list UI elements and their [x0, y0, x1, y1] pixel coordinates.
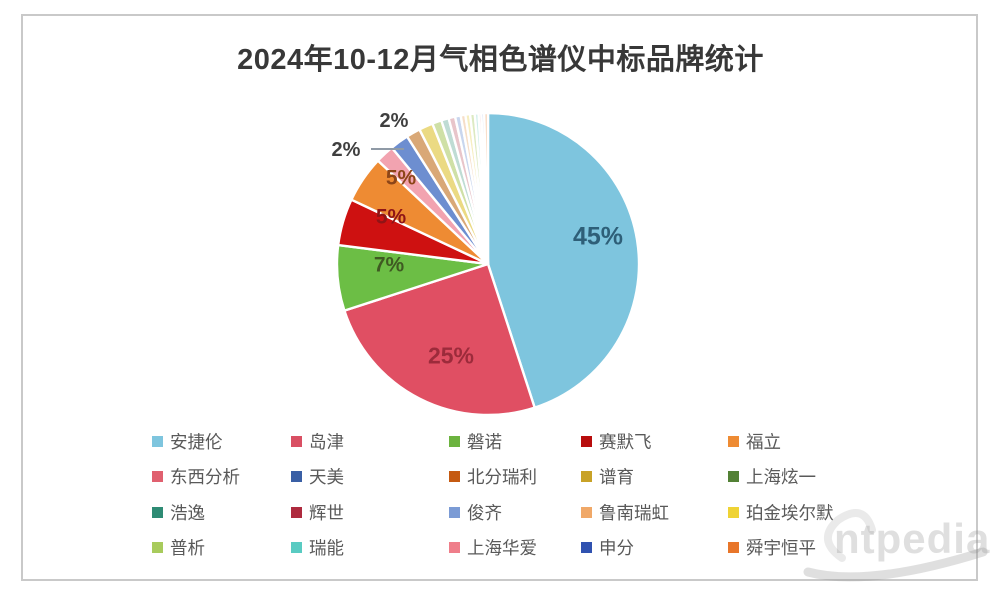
- pie-slice-2: [343, 262, 536, 417]
- pie-label-2: 25%: [427, 342, 475, 369]
- pie-label-leader-line-6: [371, 148, 404, 150]
- chart-title: 2024年10-12月气相色谱仪中标品牌统计: [237, 44, 764, 76]
- pie-label-6: 2%: [331, 139, 361, 161]
- pie-label-4: 5%: [375, 205, 407, 229]
- pie-label-1: 45%: [572, 222, 624, 251]
- pie-label-3: 7%: [373, 253, 405, 277]
- pie-label-7: 2%: [379, 110, 409, 132]
- pie-label-5: 5%: [385, 166, 417, 190]
- pie-slice-20: [483, 111, 490, 266]
- pie-slice-1: [486, 111, 641, 409]
